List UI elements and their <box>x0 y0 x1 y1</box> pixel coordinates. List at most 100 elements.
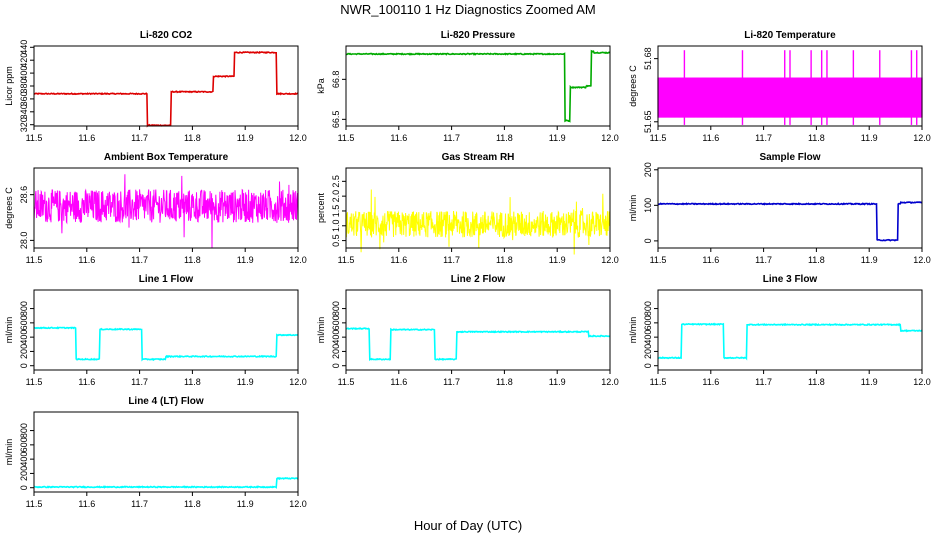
panel-1: Li-820 CO2 11.5 11.6 11.7 11.8 11.9 12.0 320340… <box>4 30 307 143</box>
figure-title: NWR_100110 1 Hz Diagnostics Zoomed AM <box>340 2 596 17</box>
x-tick-label: 11.5 <box>26 499 43 509</box>
series-band <box>657 50 923 125</box>
panel-title: Line 2 Flow <box>451 274 506 285</box>
x-tick-label: 11.5 <box>338 133 355 143</box>
series-line <box>33 326 299 362</box>
x-tick-label: 11.8 <box>496 377 513 387</box>
y-tick-label: 0.5 <box>331 234 341 247</box>
x-tick-label: 11.7 <box>131 255 148 265</box>
y-tick-label: 66.5 <box>331 111 341 129</box>
x-tick-label: 11.5 <box>650 377 667 387</box>
x-tick-label: 11.6 <box>78 133 95 143</box>
plot-frame <box>345 167 611 249</box>
x-tick-label: 11.5 <box>650 133 667 143</box>
y-tick-label: 0 <box>19 363 29 368</box>
panel-3: Li-820 Temperature 11.5 11.6 11.7 11.8 11.9 12… <box>628 30 931 143</box>
y-tick-label: 0 <box>643 363 653 368</box>
series-line <box>33 174 299 249</box>
x-tick-label: 11.8 <box>808 255 825 265</box>
x-tick-label: 11.7 <box>755 377 772 387</box>
x-tick-label: 11.7 <box>443 255 460 265</box>
y-tick-label: 600 <box>331 315 341 330</box>
y-tick-label: 380 <box>19 78 29 93</box>
plot-frame <box>33 45 299 127</box>
panel-title: Line 1 Flow <box>139 274 194 285</box>
y-tick-label: 800 <box>331 301 341 316</box>
y-tick-label: 0 <box>331 363 341 368</box>
series-line <box>657 200 923 242</box>
panel-9: Line 3 Flow 11.5 11.6 11.7 11.8 11.9 12.0 0 2004… <box>628 274 931 387</box>
panel-title: Line 4 (LT) Flow <box>128 396 204 407</box>
x-tick-label: 11.9 <box>237 133 254 143</box>
x-tick-label: 11.8 <box>808 377 825 387</box>
plot-frame <box>657 45 923 127</box>
x-tick-label: 12.0 <box>289 255 307 265</box>
x-tick-label: 11.5 <box>338 377 355 387</box>
x-tick-label: 11.7 <box>131 377 148 387</box>
x-tick-label: 12.0 <box>289 133 307 143</box>
plot-frame <box>33 289 299 371</box>
x-tick-label: 11.7 <box>131 499 148 509</box>
panel-4: Ambient Box Temperature 11.5 11.6 11.7 11.8 1… <box>4 152 307 265</box>
x-tick-label: 12.0 <box>601 133 619 143</box>
y-tick-label: 340 <box>19 104 29 119</box>
y-tick-label: 2.5 <box>331 175 341 188</box>
y-tick-label: 1.5 <box>331 205 341 218</box>
x-tick-label: 11.7 <box>443 377 460 387</box>
x-tick-label: 11.9 <box>861 133 878 143</box>
x-tick-label: 11.8 <box>808 133 825 143</box>
y-tick-label: 400 <box>19 66 29 81</box>
y-tick-label: 200 <box>331 344 341 359</box>
x-tick-label: 11.8 <box>184 499 201 509</box>
x-tick-label: 11.6 <box>702 255 719 265</box>
series-line <box>345 189 611 255</box>
y-tick-label: 51.65 <box>643 111 653 134</box>
y-tick-label: 2.0 <box>331 190 341 203</box>
panel-8: Line 2 Flow 11.5 11.6 11.7 11.8 11.9 12.0 0 2004… <box>316 274 619 387</box>
y-tick-label: 320 <box>19 117 29 132</box>
x-tick-label: 11.6 <box>390 133 407 143</box>
x-tick-label: 11.5 <box>26 255 43 265</box>
x-tick-label: 11.9 <box>237 499 254 509</box>
x-tick-label: 11.6 <box>390 255 407 265</box>
x-tick-label: 11.5 <box>338 255 355 265</box>
y-tick-label: 400 <box>643 330 653 345</box>
x-tick-label: 11.8 <box>496 133 513 143</box>
panel-title: Line 3 Flow <box>763 274 818 285</box>
x-tick-label: 12.0 <box>601 255 619 265</box>
y-tick-label: 0 <box>643 238 653 243</box>
x-tick-label: 11.9 <box>861 255 878 265</box>
series-line <box>345 327 611 362</box>
plot-frame <box>33 411 299 493</box>
plot-frame <box>345 289 611 371</box>
y-tick-label: 1.0 <box>331 220 341 233</box>
y-tick-label: 200 <box>643 162 653 177</box>
panel-title: Li-820 CO2 <box>140 30 193 41</box>
x-tick-label: 11.7 <box>755 255 772 265</box>
panel-6: Sample Flow 11.5 11.6 11.7 11.8 11.9 12.0 0 100 2… <box>628 152 931 265</box>
x-tick-label: 11.5 <box>26 377 43 387</box>
series-line <box>345 49 611 123</box>
x-tick-label: 12.0 <box>913 377 931 387</box>
y-tick-label: 28.0 <box>19 232 29 250</box>
y-tick-label: 51.68 <box>643 47 653 70</box>
x-tick-label: 11.5 <box>650 255 667 265</box>
y-tick-label: 200 <box>643 344 653 359</box>
y-tick-label: 400 <box>331 330 341 345</box>
y-tick-label: 800 <box>19 423 29 438</box>
y-axis-label: kPa <box>316 78 326 94</box>
y-tick-label: 100 <box>643 198 653 213</box>
series-line <box>657 322 923 361</box>
x-tick-label: 12.0 <box>289 377 307 387</box>
y-tick-label: 360 <box>19 91 29 106</box>
y-tick-label: 400 <box>19 330 29 345</box>
y-axis-label: ml/min <box>628 317 638 344</box>
y-axis-label: ml/min <box>4 439 14 466</box>
y-tick-label: 600 <box>19 437 29 452</box>
x-tick-label: 11.9 <box>237 377 254 387</box>
plot-frame <box>657 289 923 371</box>
y-tick-label: 400 <box>19 452 29 467</box>
x-tick-label: 11.7 <box>131 133 148 143</box>
